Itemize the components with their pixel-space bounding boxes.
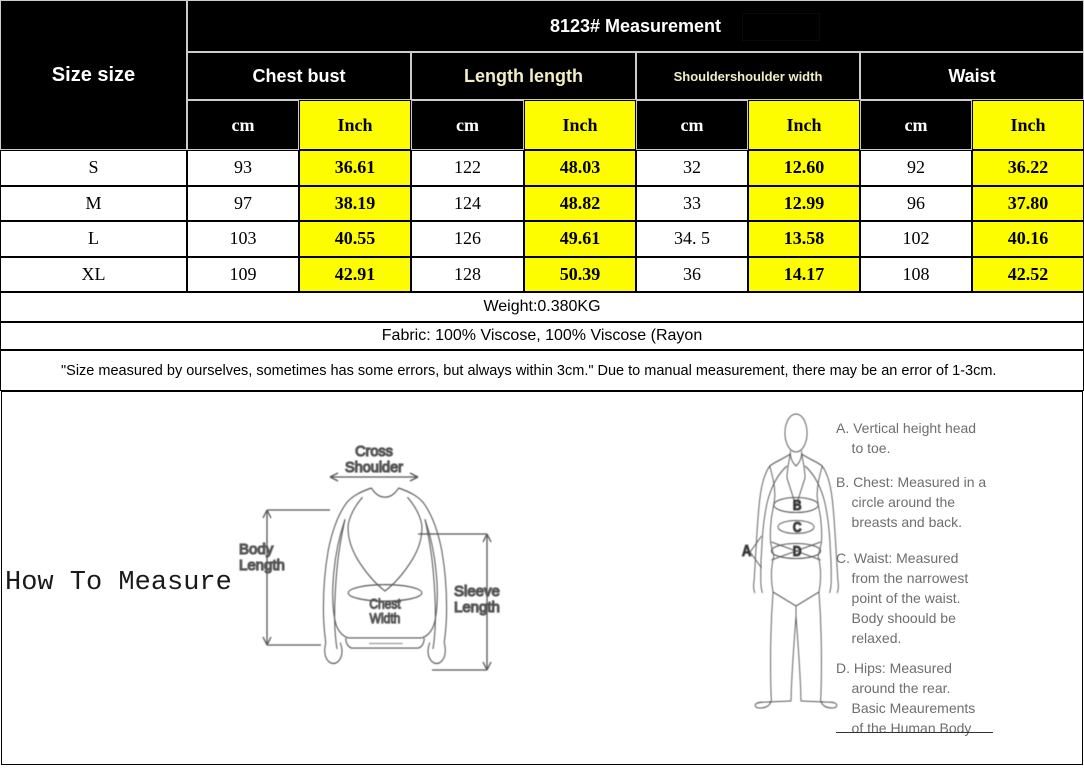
svg-text:Width: Width: [370, 610, 401, 626]
svg-text:D: D: [793, 543, 802, 559]
svg-text:B: B: [793, 497, 802, 513]
svg-text:Sleeve: Sleeve: [454, 583, 500, 600]
svg-text:Cross: Cross: [355, 444, 393, 460]
svg-text:Chest: Chest: [369, 596, 401, 612]
svg-text:C: C: [793, 519, 802, 535]
svg-text:Length: Length: [454, 599, 500, 616]
svg-text:Length: Length: [239, 557, 285, 574]
svg-text:Body: Body: [239, 541, 274, 558]
svg-text:Shoulder: Shoulder: [345, 460, 403, 476]
